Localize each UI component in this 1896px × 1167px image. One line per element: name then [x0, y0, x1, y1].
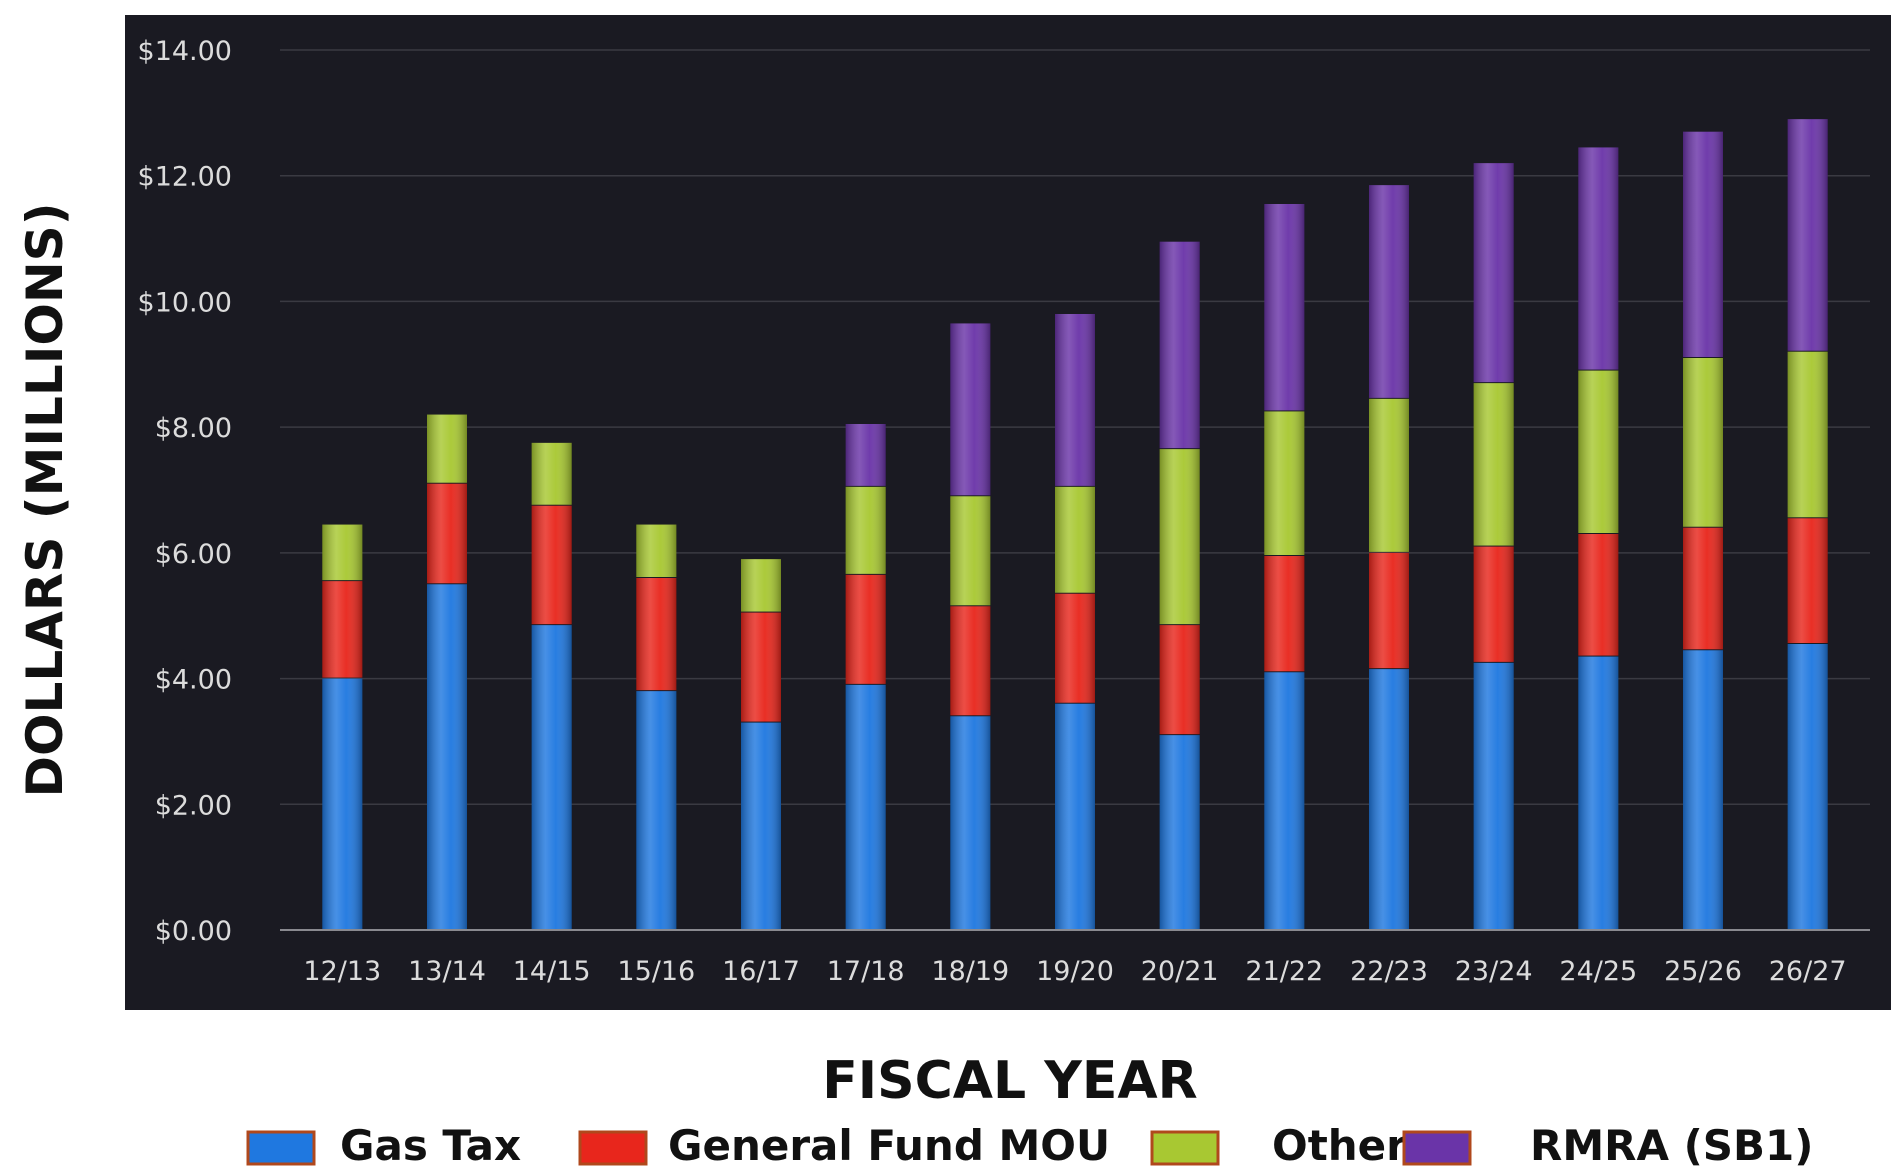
- bar-shading: [1264, 411, 1305, 555]
- x-tick-label: 22/23: [1350, 956, 1428, 987]
- y-tick-label: $10.00: [138, 287, 232, 318]
- x-tick-label: 19/20: [1036, 956, 1114, 987]
- legend-swatch: [1402, 1130, 1472, 1166]
- bar-shading: [1159, 625, 1200, 735]
- y-tick-label: $2.00: [155, 790, 232, 821]
- bar-shading: [950, 323, 991, 496]
- y-tick-label: $4.00: [155, 665, 232, 696]
- y-tick-label: $14.00: [138, 36, 232, 67]
- bar-shading: [741, 559, 781, 612]
- legend-label: Gas Tax: [340, 1121, 521, 1167]
- bar-shading: [427, 483, 467, 584]
- bar-shading: [427, 584, 467, 929]
- legend-swatch: [1150, 1130, 1220, 1166]
- x-tick-label: 20/21: [1141, 956, 1219, 987]
- bar-shading: [322, 678, 363, 929]
- x-tick-label: 14/15: [513, 956, 591, 987]
- bar-shading: [845, 424, 886, 486]
- bar-shading: [1369, 669, 1409, 929]
- x-tick-label: 23/24: [1455, 956, 1533, 987]
- x-tick-label: 18/19: [931, 956, 1009, 987]
- bar-shading: [1578, 370, 1619, 533]
- bar-shading: [1578, 147, 1619, 370]
- bar-shading: [1369, 398, 1409, 552]
- bar-shading: [427, 414, 467, 483]
- legend-label: RMRA (SB1): [1530, 1121, 1813, 1167]
- y-tick-labels: $0.00 $2.00 $4.00 $6.00 $8.00 $10.00 $12.00 $14…: [138, 36, 232, 947]
- bar-shading: [1683, 650, 1723, 929]
- y-tick-label: $0.00: [155, 916, 232, 947]
- bar-shading: [950, 716, 991, 929]
- bar-shading: [1159, 241, 1200, 449]
- bar-shading: [1787, 518, 1828, 643]
- bar-shading: [950, 606, 991, 716]
- plot-background: [125, 15, 1891, 1010]
- bar-shading: [950, 496, 991, 606]
- bar-shading: [741, 722, 781, 929]
- x-tick-label: 24/25: [1559, 956, 1637, 987]
- x-tick-label: 26/27: [1769, 956, 1847, 987]
- x-tick-label: 12/13: [303, 956, 381, 987]
- bar-shading: [1264, 204, 1305, 411]
- x-tick-labels: 12/13 13/14 14/15 15/16 16/17 17/18 18/19 19/20…: [303, 956, 1846, 987]
- bar-shading: [531, 505, 572, 625]
- bar-shading: [845, 574, 886, 684]
- bar-shading: [1473, 383, 1514, 546]
- x-tick-label: 25/26: [1664, 956, 1742, 987]
- y-axis-label: DOLLARS (MILLIONS): [16, 202, 74, 797]
- y-tick-label: $8.00: [155, 413, 232, 444]
- x-tick-label: 16/17: [722, 956, 800, 987]
- bar-shading: [1264, 556, 1305, 672]
- bar-shading: [1683, 131, 1723, 357]
- bar-shading: [636, 524, 677, 577]
- x-axis-label: FISCAL YEAR: [822, 1051, 1197, 1111]
- legend: Gas Tax General Fund MOU Other RMRA (SB1): [246, 1121, 1813, 1167]
- x-tick-label: 13/14: [408, 956, 486, 987]
- bar-shading: [1159, 449, 1200, 625]
- x-tick-label: 15/16: [617, 956, 695, 987]
- bar-shading: [1787, 119, 1828, 351]
- bar-shading: [1787, 644, 1828, 929]
- bar-shading: [845, 684, 886, 929]
- bar-shading: [1055, 593, 1095, 703]
- y-tick-label: $12.00: [138, 162, 232, 193]
- bars: [322, 119, 1828, 929]
- bar-shading: [1473, 163, 1514, 383]
- bar-shading: [845, 486, 886, 574]
- bar-shading: [1473, 662, 1514, 929]
- legend-label: Other: [1272, 1121, 1407, 1167]
- bar-shading: [322, 581, 363, 678]
- bar-shading: [1578, 534, 1619, 656]
- bar-shading: [531, 442, 572, 505]
- legend-label: General Fund MOU: [668, 1121, 1110, 1167]
- x-tick-label: 17/18: [827, 956, 905, 987]
- bar-shading: [322, 524, 363, 581]
- bar-shading: [1578, 656, 1619, 929]
- bar-shading: [531, 625, 572, 929]
- bar-shading: [1369, 185, 1409, 398]
- bar-shading: [1473, 546, 1514, 662]
- bar-shading: [1264, 672, 1305, 929]
- bar-shading: [741, 612, 781, 722]
- bar-shading: [636, 578, 677, 691]
- bar-shading: [636, 691, 677, 929]
- bar-shading: [1683, 527, 1723, 650]
- bar-shading: [1159, 735, 1200, 929]
- bar-shading: [1787, 351, 1828, 518]
- y-tick-label: $6.00: [155, 539, 232, 570]
- bar-shading: [1055, 314, 1095, 486]
- bar-shading: [1055, 486, 1095, 593]
- legend-swatch: [246, 1130, 316, 1166]
- bar-shading: [1683, 358, 1723, 527]
- x-tick-label: 21/22: [1245, 956, 1323, 987]
- bar-shading: [1055, 703, 1095, 929]
- legend-swatch: [578, 1130, 648, 1166]
- bar-shading: [1369, 552, 1409, 669]
